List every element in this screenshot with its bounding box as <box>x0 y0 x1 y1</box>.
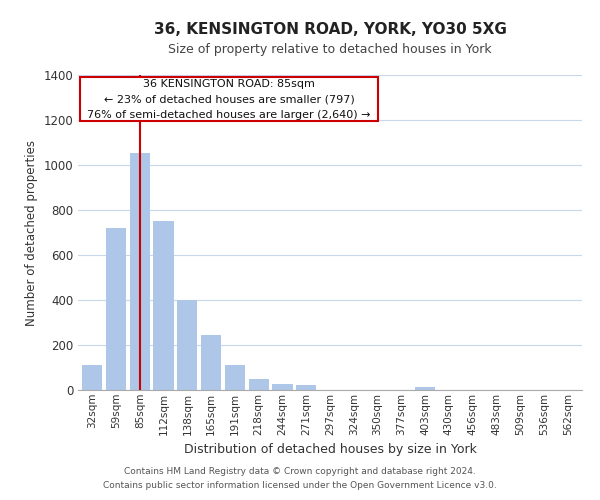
Bar <box>225 365 245 390</box>
Bar <box>201 335 221 390</box>
Bar <box>154 221 173 390</box>
FancyBboxPatch shape <box>80 77 377 121</box>
Text: Size of property relative to detached houses in York: Size of property relative to detached ho… <box>168 42 492 56</box>
Bar <box>296 385 316 390</box>
Bar <box>248 379 269 390</box>
Bar <box>272 384 293 390</box>
Bar <box>415 386 435 390</box>
Text: 36, KENSINGTON ROAD, YORK, YO30 5XG: 36, KENSINGTON ROAD, YORK, YO30 5XG <box>154 22 506 38</box>
Text: Contains HM Land Registry data © Crown copyright and database right 2024.: Contains HM Land Registry data © Crown c… <box>124 467 476 476</box>
Bar <box>106 228 126 390</box>
Bar <box>177 300 197 390</box>
Y-axis label: Number of detached properties: Number of detached properties <box>25 140 38 326</box>
Text: Contains public sector information licensed under the Open Government Licence v3: Contains public sector information licen… <box>103 481 497 490</box>
Bar <box>82 365 103 390</box>
X-axis label: Distribution of detached houses by size in York: Distribution of detached houses by size … <box>184 443 476 456</box>
Bar <box>130 152 150 390</box>
Text: 36 KENSINGTON ROAD: 85sqm
← 23% of detached houses are smaller (797)
76% of semi: 36 KENSINGTON ROAD: 85sqm ← 23% of detac… <box>87 78 371 120</box>
